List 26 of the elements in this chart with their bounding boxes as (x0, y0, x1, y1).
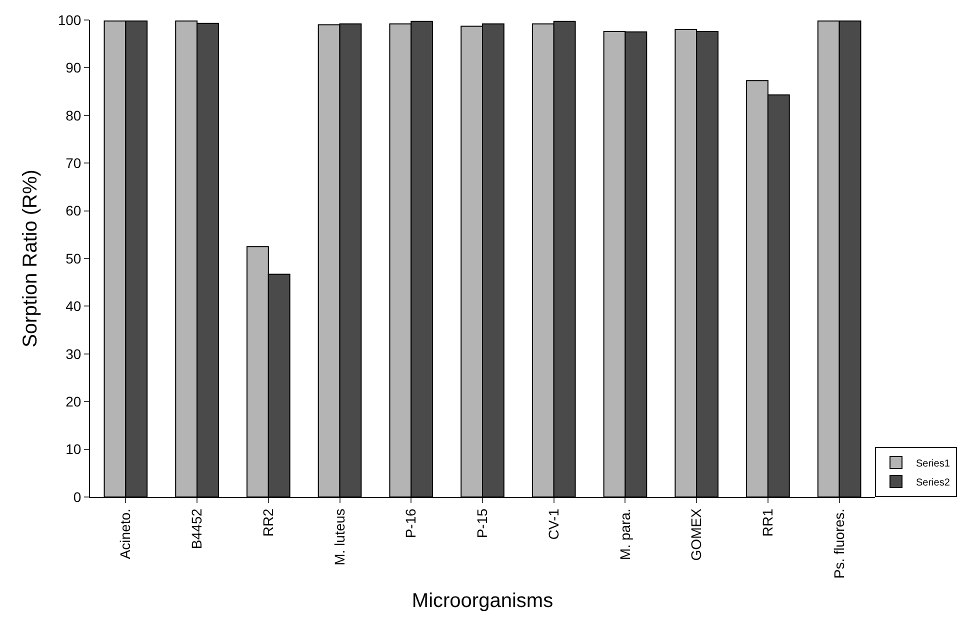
y-tick-label: 50 (66, 250, 82, 266)
x-tick-label: B4452 (188, 508, 205, 550)
x-axis-title: Microorganisms (412, 590, 554, 612)
x-tick-label: M. luteus (331, 508, 348, 566)
y-tick-label: 10 (66, 441, 82, 458)
y-tick-label: 80 (66, 107, 82, 124)
y-tick-label: 40 (66, 298, 82, 314)
legend-label: Series1 (916, 458, 950, 470)
x-tick-label: P-15 (474, 508, 490, 538)
x-tick-label: P-16 (402, 508, 419, 538)
y-tick-label: 70 (66, 155, 82, 171)
legend-label: Series2 (916, 477, 950, 488)
x-tick-label: CV-1 (545, 508, 562, 540)
y-tick-label: 100 (58, 12, 82, 28)
y-tick-label: 20 (66, 394, 82, 410)
y-tick-label: 0 (73, 488, 82, 505)
x-tick-label: RR2 (260, 508, 276, 537)
x-tick-label: RR1 (760, 508, 776, 537)
y-tick-label: 60 (66, 202, 82, 219)
y-axis-title: Sorption Ratio (R%) (19, 170, 42, 348)
y-tick-label: 30 (66, 346, 82, 362)
x-tick-label: Acineto. (117, 508, 134, 560)
x-tick-label: M. para. (616, 508, 633, 560)
y-tick-label: 90 (66, 60, 82, 76)
x-tick-label: GOMEX (688, 508, 704, 561)
x-tick-label: Ps. fluores. (830, 508, 847, 579)
